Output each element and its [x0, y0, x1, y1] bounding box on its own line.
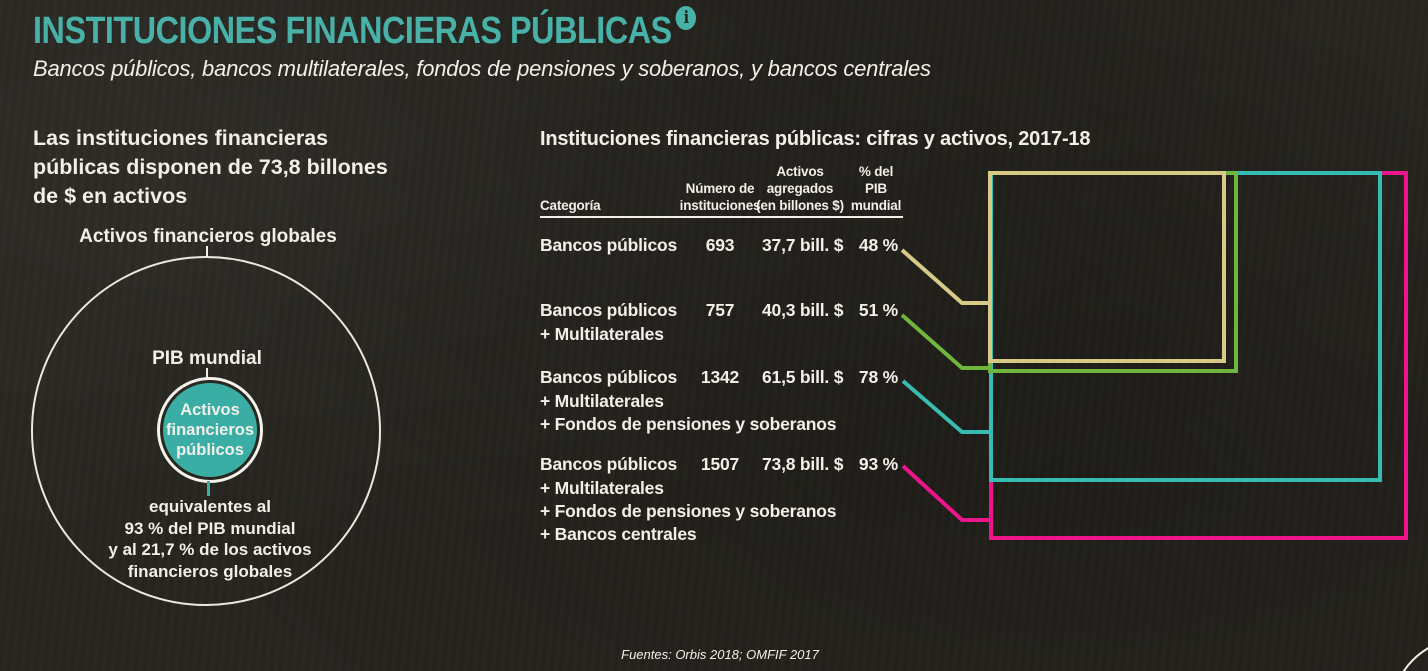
inner-circle-line: públicos — [176, 441, 244, 459]
headline-line: públicas disponen de 73,8 billones — [33, 155, 388, 179]
source-note: Fuentes: Orbis 2018; OMFIF 2017 — [621, 647, 819, 662]
column-header-assets: Activos agregados (en billones $) — [742, 163, 858, 214]
row-category: Bancos públicos — [540, 367, 678, 387]
table-row: Bancos públicos 757 40,3 bill. $ 51 % + … — [540, 300, 960, 346]
table-row: Bancos públicos 1342 61,5 bill. $ 78 % +… — [540, 367, 960, 436]
header-line: % del — [858, 164, 894, 179]
row-category-extra: + Fondos de pensiones y soberanos — [540, 414, 837, 434]
row-assets: 40,3 bill. $ — [762, 300, 844, 320]
gdp-circle-label: PIB mundial — [152, 348, 262, 369]
table-header-rule — [540, 216, 903, 218]
table-row: Bancos públicos 1507 73,8 bill. $ 93 % +… — [540, 454, 960, 546]
circle-caption: equivalentes al 93 % del PIB mundial y a… — [60, 496, 360, 582]
outer-circle-label: Activos financieros globales — [79, 226, 337, 247]
outer-circle-tick — [206, 246, 208, 257]
row-category: Bancos públicos — [540, 454, 678, 474]
header-line: Número de — [685, 181, 755, 196]
caption-line: equivalentes al — [149, 497, 271, 516]
public-assets-circle: Activos financieros públicos — [163, 383, 257, 477]
row-assets: 73,8 bill. $ — [762, 454, 844, 474]
row-pct: 93 % — [858, 454, 898, 474]
row-pct: 78 % — [858, 367, 898, 387]
row-category-extra: + Bancos centrales — [540, 524, 697, 544]
left-headline: Las instituciones financieras públicas d… — [33, 124, 388, 211]
gdp-circle-tick — [206, 368, 208, 378]
row-count: 757 — [705, 300, 735, 320]
row-category-extra: + Multilaterales — [540, 478, 664, 498]
headline-line: de $ en activos — [33, 184, 188, 208]
column-header-category: Categoría — [540, 198, 601, 213]
row-category-extra: + Multilaterales — [540, 391, 664, 411]
row-assets: 61,5 bill. $ — [762, 367, 844, 387]
caption-line: 93 % del PIB mundial — [124, 518, 296, 538]
inner-circle-line: financieros — [165, 421, 255, 439]
caption-line: financieros globales — [127, 561, 293, 581]
row-category-extra: + Multilaterales — [540, 324, 664, 344]
row-assets: 37,7 bill. $ — [762, 235, 844, 255]
inner-circle-line: Activos — [180, 401, 240, 419]
info-icon[interactable]: i — [676, 6, 697, 30]
row-pct: 48 % — [858, 235, 898, 255]
header-line: PIB — [865, 181, 887, 196]
header-line: (en billones $) — [756, 198, 844, 213]
column-header-pct: % del PIB mundial — [840, 163, 912, 214]
headline-line: Las instituciones financieras — [33, 126, 329, 150]
page-title: INSTITUCIONES FINANCIERAS PÚBLICAS i — [33, 6, 697, 53]
header-line: instituciones — [679, 198, 761, 213]
row-category-extra: + Fondos de pensiones y soberanos — [540, 501, 837, 521]
table-row: Bancos públicos 693 37,7 bill. $ 48 % — [540, 235, 960, 258]
row-pct: 51 % — [858, 300, 898, 320]
page-title-text: INSTITUCIONES FINANCIERAS PÚBLICAS — [33, 10, 672, 52]
column-header-count: Número de instituciones — [665, 180, 775, 214]
caption-line: y al 21,7 % de los activos — [108, 540, 312, 559]
row-count: 1342 — [700, 367, 740, 387]
rect-48pct — [988, 171, 1226, 363]
row-category: Bancos públicos — [540, 300, 678, 320]
row-category: Bancos públicos — [540, 235, 678, 255]
row-count: 693 — [705, 235, 735, 255]
gdp-circle — [157, 377, 263, 483]
page-subtitle: Bancos públicos, bancos multilaterales, … — [33, 56, 931, 81]
caption-tick — [207, 481, 210, 496]
header-line: Activos — [776, 164, 824, 179]
row-count: 1507 — [700, 454, 740, 474]
header-line: agregados — [766, 181, 834, 196]
table-title: Instituciones financieras públicas: cifr… — [540, 128, 1091, 150]
global-assets-circle — [31, 256, 381, 606]
corner-arc-decoration — [1402, 647, 1428, 671]
header-line: mundial — [850, 198, 902, 213]
